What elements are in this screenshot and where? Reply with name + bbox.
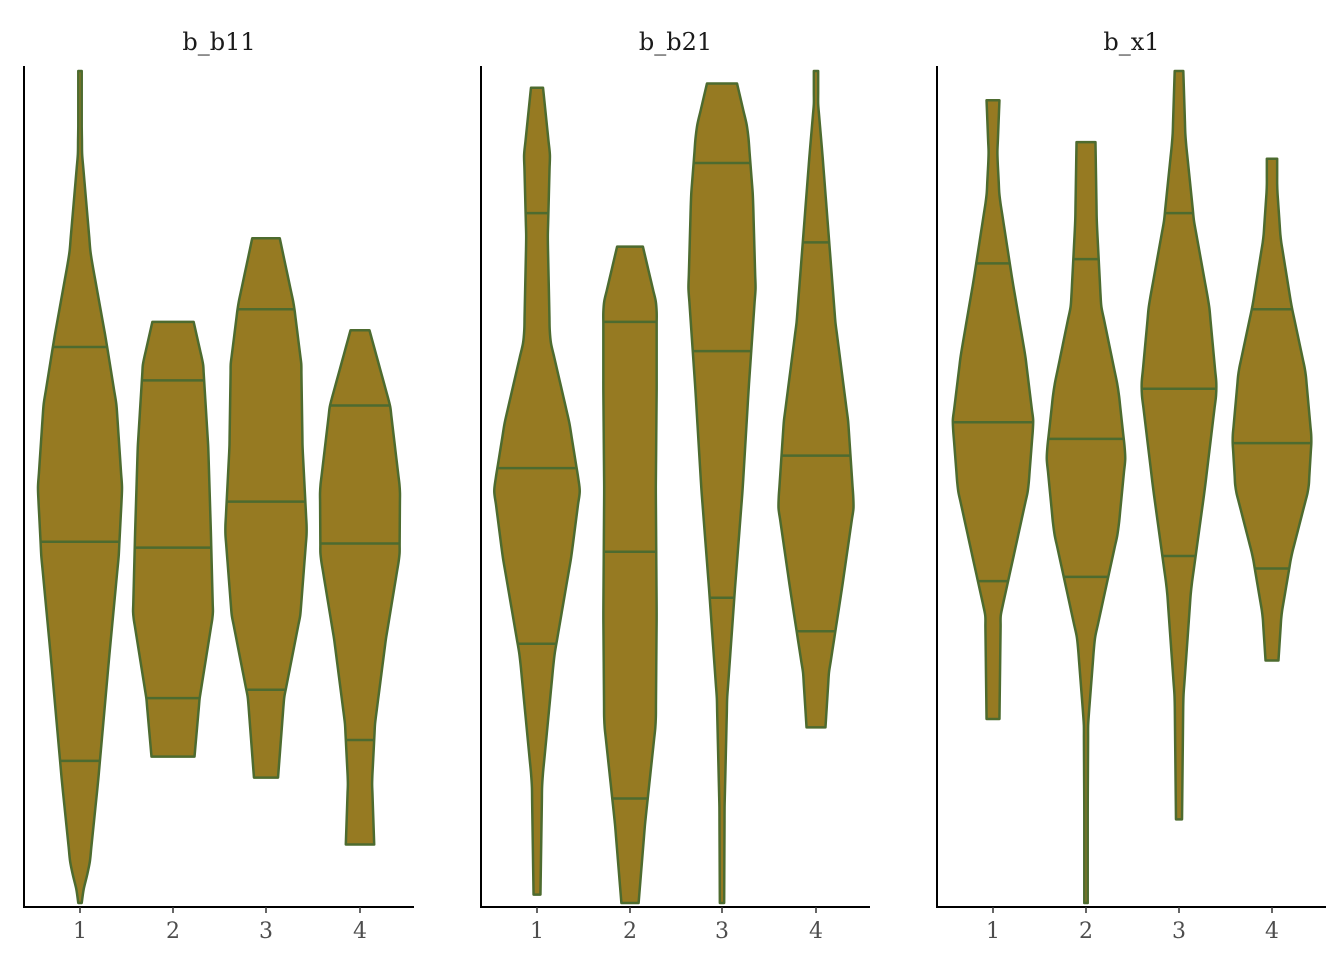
facet-panel-b_b21: b_b21 1 2 3 4 <box>480 28 870 944</box>
facet-panel-b_x1: b_x1 1 2 3 4 <box>936 28 1326 944</box>
violin-group <box>687 82 757 905</box>
x-tick-label: 1 <box>73 919 87 944</box>
x-tick-label: 3 <box>259 919 273 944</box>
violin-group <box>318 328 402 846</box>
facet-title: b_b21 <box>639 28 712 56</box>
violin-shape <box>36 69 124 905</box>
x-tick-label: 4 <box>809 919 823 944</box>
violin-group <box>131 320 215 758</box>
violin-group <box>602 245 658 905</box>
x-tick-label: 2 <box>1079 919 1093 944</box>
violin-shape <box>224 236 308 779</box>
violin-shape <box>131 320 215 758</box>
x-tick-label: 4 <box>353 919 367 944</box>
violin-shape <box>493 86 581 896</box>
violin-group <box>1045 140 1127 905</box>
violin-group <box>224 236 308 779</box>
facet-title: b_b11 <box>182 28 255 56</box>
x-tick-label: 1 <box>986 919 1000 944</box>
facet-title: b_x1 <box>1103 28 1159 56</box>
violin-shape <box>1045 140 1127 905</box>
x-tick-label: 4 <box>1265 919 1279 944</box>
violin-shape <box>1140 69 1218 821</box>
x-tick-label: 1 <box>530 919 544 944</box>
violin-shape <box>1231 157 1313 662</box>
x-tick-label: 3 <box>1172 919 1186 944</box>
violin-shape <box>318 328 402 846</box>
violin-shape <box>602 245 658 905</box>
violin-group <box>777 69 855 729</box>
violin-group <box>951 99 1035 721</box>
x-tick-label: 3 <box>715 919 729 944</box>
x-tick-label: 2 <box>623 919 637 944</box>
violin-group <box>493 86 581 896</box>
violin-group <box>1140 69 1218 821</box>
violin-group <box>36 69 124 905</box>
violin-shape <box>951 99 1035 721</box>
violin-shape <box>687 82 757 905</box>
violin-shape <box>777 69 855 729</box>
x-tick-label: 2 <box>166 919 180 944</box>
violin-group <box>1231 157 1313 662</box>
facet-panel-b_b11: b_b11 1 2 3 4 <box>23 28 414 944</box>
